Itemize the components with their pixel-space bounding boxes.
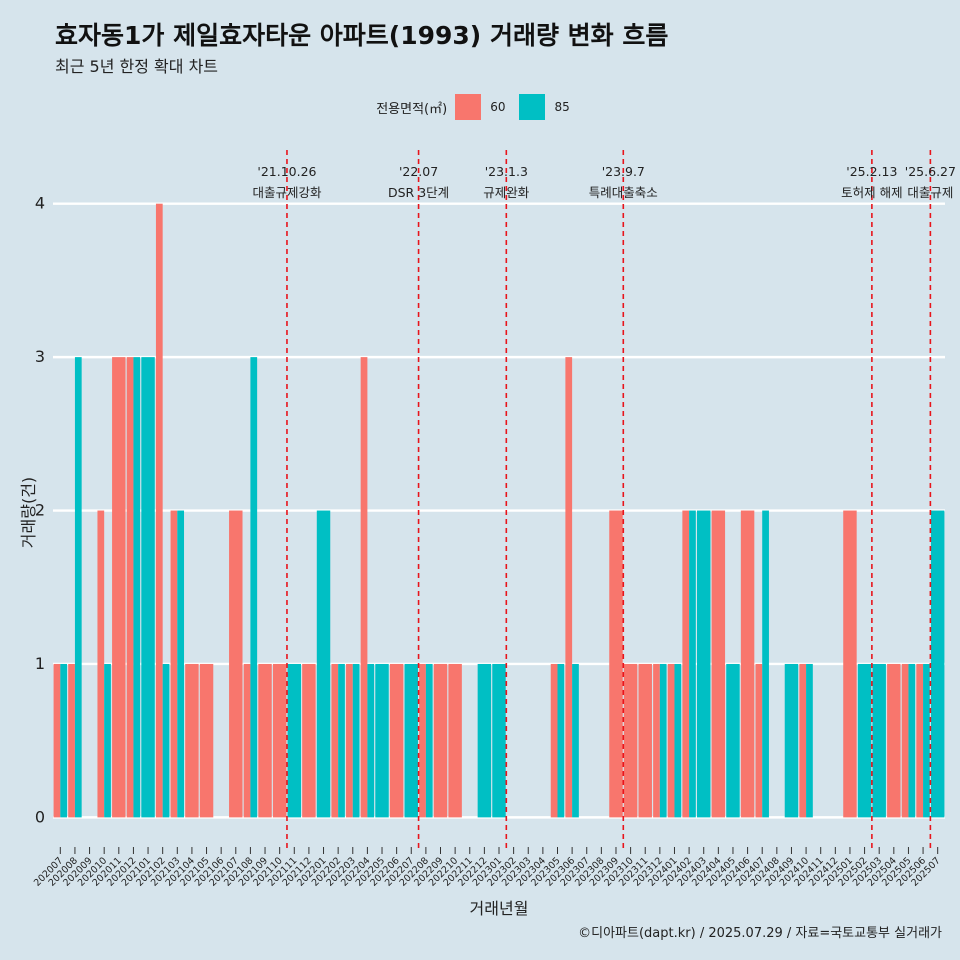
bar-85-202212 (477, 663, 492, 818)
event-label: 대출규제 (907, 185, 953, 200)
bar-60-202208 (419, 663, 426, 818)
bar-85-202506 (923, 663, 930, 818)
bar-60-202404 (711, 510, 726, 818)
bar-60-202306 (565, 357, 573, 818)
bar-85-202306 (572, 663, 579, 818)
y-tick-label: 0 (35, 807, 45, 826)
bar-85-202007 (60, 663, 68, 818)
bar-60-202109 (258, 663, 272, 818)
bar-85-202108 (250, 357, 258, 818)
legend-key-85 (519, 94, 546, 120)
bar-60-202112 (302, 663, 316, 818)
bar-85-202403 (696, 510, 711, 818)
bar-85-202201 (316, 510, 331, 818)
event-date: '25.6.27 (905, 164, 956, 179)
bar-60-202007 (53, 663, 61, 818)
bar-85-202204 (367, 663, 375, 818)
bar-60-202309 (609, 510, 623, 818)
bar-60-202505 (901, 663, 909, 818)
event-date: '23.1.3 (485, 164, 528, 179)
legend-label-85: 85 (554, 100, 570, 114)
bar-60-202104 (185, 663, 199, 818)
bar-85-202203 (352, 663, 360, 818)
bar-60-202410 (799, 663, 807, 818)
bar-60-202203 (346, 663, 353, 818)
bar-60-202110 (272, 663, 287, 818)
bar-60-202407 (755, 663, 763, 818)
bar-85-202102 (162, 663, 170, 818)
event-label: DSR 3단계 (388, 185, 449, 200)
y-tick-label: 1 (35, 654, 45, 673)
event-date: '25.2.13 (846, 164, 897, 179)
y-tick-label: 3 (35, 347, 45, 366)
bar-85-202402 (689, 510, 696, 818)
bar-85-202208 (425, 663, 433, 818)
bar-60-202206 (389, 663, 404, 818)
bar-85-202008 (74, 357, 82, 818)
bar-60-202305 (550, 663, 558, 818)
event-date: '22.07 (399, 164, 438, 179)
bar-85-202409 (784, 663, 799, 818)
bar-85-202507 (930, 510, 945, 818)
y-tick-label: 4 (35, 194, 45, 213)
y-tick-label: 2 (35, 501, 45, 520)
y-axis-title: 거래량(건) (19, 477, 38, 548)
bar-85-202207 (404, 663, 418, 818)
bar-60-202310 (623, 663, 638, 818)
legend-key-60 (455, 94, 482, 120)
bar-60-202103 (170, 510, 178, 818)
bar-60-202209 (433, 663, 448, 818)
bar-85-202202 (338, 663, 345, 818)
chart-subtitle: 최근 5년 한정 확대 차트 (55, 57, 219, 76)
bar-85-202505 (908, 663, 916, 818)
event-label: 특례대출축소 (589, 185, 658, 200)
bar-85-202410 (806, 663, 813, 818)
bar-85-202312 (659, 663, 667, 818)
bar-85-202502 (857, 663, 872, 818)
bar-85-202301 (492, 663, 506, 818)
bar-60-202210 (448, 663, 462, 818)
bar-60-202406 (740, 510, 755, 818)
bar-60-202012 (126, 357, 134, 818)
bar-85-202010 (104, 663, 111, 818)
event-label: 대출규제강화 (252, 185, 322, 200)
bar-60-202107 (229, 510, 243, 818)
event-date: '21.10.26 (257, 164, 316, 179)
bar-60-202504 (887, 663, 901, 818)
bar-60-202204 (360, 357, 368, 818)
bar-60-202010 (97, 510, 105, 818)
bar-60-202008 (68, 663, 75, 818)
chart-title: 효자동1가 제일효자타운 아파트(1993) 거래량 변화 흐름 (55, 21, 669, 50)
bar-60-202402 (682, 510, 690, 818)
event-label: 토허제 해제 (841, 185, 902, 200)
bar-60-202102 (155, 203, 163, 818)
bar-85-202103 (177, 510, 185, 818)
bar-60-202202 (331, 663, 339, 818)
bar-85-202407 (762, 510, 769, 818)
bar-85-202111 (287, 663, 302, 818)
bar-85-202012 (133, 357, 141, 818)
bar-60-202506 (916, 663, 924, 818)
event-label: 규제완화 (483, 185, 530, 200)
bar-60-202501 (843, 510, 857, 818)
bar-60-202108 (243, 663, 251, 818)
bar-85-202503 (872, 663, 886, 818)
bar-85-202305 (557, 663, 565, 818)
bar-85-202405 (726, 663, 740, 818)
bar-85-202205 (375, 663, 389, 818)
caption: ©디아파트(dapt.kr) / 2025.07.29 / 자료=국토교통부 실… (578, 926, 942, 941)
x-axis-title: 거래년월 (470, 899, 529, 918)
legend-title: 전용면적(㎡) (376, 101, 448, 117)
bar-85-202401 (674, 663, 682, 818)
bar-60-202011 (112, 357, 126, 818)
event-date: '23.9.7 (602, 164, 645, 179)
legend: 전용면적(㎡) 60 85 (0, 93, 960, 121)
bar-60-202312 (653, 663, 660, 818)
bar-60-202401 (667, 663, 675, 818)
bar-60-202311 (638, 663, 652, 818)
legend-label-60: 60 (490, 100, 506, 114)
bar-85-202101 (141, 357, 155, 818)
bar-60-202105 (199, 663, 214, 818)
